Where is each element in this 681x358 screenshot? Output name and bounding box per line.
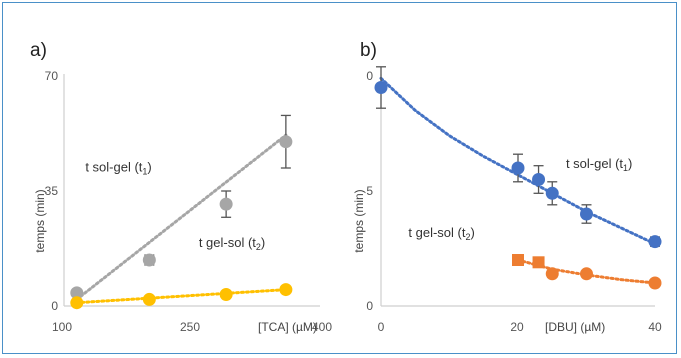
data-point xyxy=(580,267,593,281)
data-point xyxy=(219,197,233,211)
data-point xyxy=(142,292,156,306)
chart-panel-a: a) 0 35 70 100 250 400[TCA] (µM) temps (min) t s… xyxy=(30,40,332,334)
y-tick-label: 70 xyxy=(45,69,59,83)
x-tick-label: 400 xyxy=(312,320,332,334)
data-point xyxy=(374,81,388,94)
data-point xyxy=(512,254,524,266)
figure-frame xyxy=(2,2,677,354)
x-axis-title: [DBU] (µM) xyxy=(545,320,605,334)
y-tick-label: 0 xyxy=(366,299,373,313)
series-annotation-1: t sol-gel (t1) xyxy=(566,156,632,173)
data-point xyxy=(648,235,662,249)
data-point xyxy=(70,286,84,300)
data-point xyxy=(279,283,293,297)
x-tick-label: 0 xyxy=(378,320,385,334)
x-tick-label: 20 xyxy=(510,320,524,334)
data-point xyxy=(545,186,559,200)
x-axis-title: [TCA] (µM) xyxy=(258,320,317,334)
data-point xyxy=(70,296,84,310)
trendline-series-1 xyxy=(75,133,288,301)
panel-label: a) xyxy=(30,40,47,61)
y-tick-label: 35 xyxy=(45,184,59,198)
data-point xyxy=(279,135,293,149)
y-tick-label: 0 xyxy=(366,69,373,83)
x-tick-label: 100 xyxy=(52,320,72,334)
y-axis-title: temps (min) xyxy=(352,189,366,252)
data-point xyxy=(532,173,546,186)
y-axis-title: temps (min) xyxy=(33,189,47,252)
trendline-series-2 xyxy=(75,288,288,305)
x-tick-label: 250 xyxy=(180,320,200,334)
y-tick-label: 0 xyxy=(51,299,58,313)
data-point xyxy=(511,161,525,175)
y-tick-label: 5 xyxy=(366,184,373,198)
data-point xyxy=(580,207,593,221)
panel-label: b) xyxy=(360,40,377,61)
data-point xyxy=(532,256,545,269)
data-point xyxy=(219,288,233,301)
data-point xyxy=(545,267,559,281)
series-annotation-2: t gel-sol (t2) xyxy=(199,235,265,252)
x-tick-label: 40 xyxy=(648,320,662,334)
data-point xyxy=(648,276,662,290)
series-annotation-1: t sol-gel (t1) xyxy=(85,159,151,176)
data-point xyxy=(142,253,156,267)
series-annotation-2: t gel-sol (t2) xyxy=(408,225,474,242)
